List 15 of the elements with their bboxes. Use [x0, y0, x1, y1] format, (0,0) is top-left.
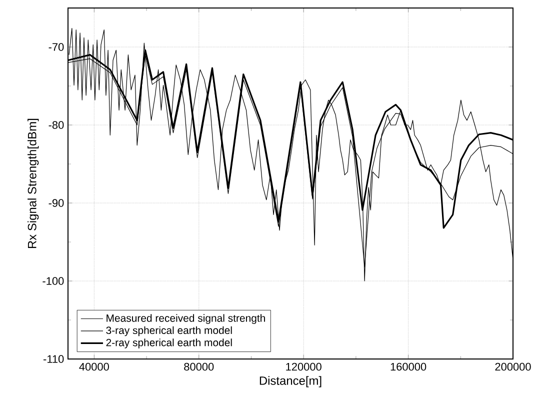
x-tick-label: 160000 [390, 362, 426, 371]
y-tick-label: -100 [42, 277, 64, 285]
y-tick-label: -110 [44, 355, 64, 363]
legend-label: Measured received signal strength [106, 314, 265, 324]
y-tick-label: -70 [48, 43, 64, 51]
x-tick-label: 200000 [495, 362, 531, 371]
y-tick-label: -80 [48, 121, 64, 129]
y-axis-title: Rx Signal Strength[dBm] [28, 118, 39, 248]
x-tick-label: 120000 [286, 362, 322, 371]
legend-label: 2-ray spherical earth model [106, 338, 232, 348]
y-tick-label: -90 [48, 199, 64, 207]
x-tick-label: 80000 [184, 362, 214, 371]
x-axis-title: Distance[m] [260, 376, 322, 388]
legend-label: 3-ray spherical earth model [106, 326, 232, 336]
x-tick-label: 40000 [79, 362, 109, 371]
